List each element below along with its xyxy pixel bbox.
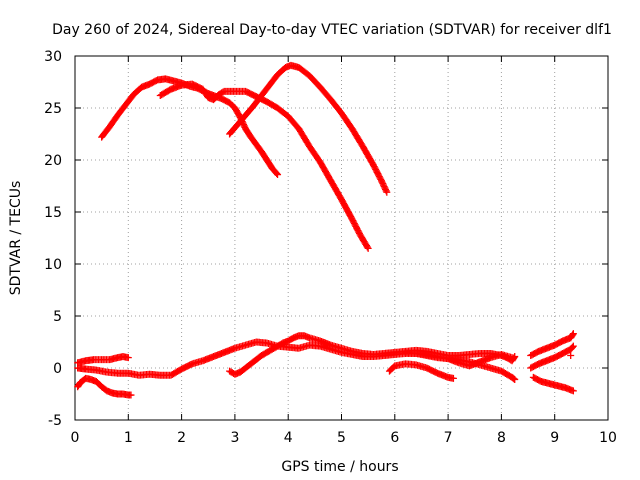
data-point	[510, 375, 518, 383]
series-low-e	[385, 360, 457, 382]
series-low-h	[527, 342, 577, 372]
x-tick-label: 5	[337, 430, 346, 446]
data-point	[569, 342, 577, 350]
x-tick-label: 6	[390, 430, 399, 446]
series-low-f	[401, 348, 516, 370]
series-arc-c	[226, 61, 391, 196]
x-tick-label: 0	[71, 430, 80, 446]
x-tick-label: 10	[599, 430, 617, 446]
data-point	[508, 354, 516, 362]
data-point	[568, 343, 576, 351]
data-point	[383, 188, 391, 196]
series-arc-b	[156, 80, 372, 252]
y-tick-label: 25	[44, 101, 62, 117]
y-tick-label: -5	[48, 413, 62, 429]
x-axis-label: GPS time / hours	[281, 459, 398, 475]
y-tick-label: 15	[44, 205, 62, 221]
x-tick-label: 9	[550, 430, 559, 446]
series-low-b	[74, 374, 135, 399]
y-tick-label: 10	[44, 257, 62, 273]
data-point	[273, 170, 281, 178]
x-tick-label: 1	[124, 430, 133, 446]
data-point	[569, 387, 577, 395]
series-low-d	[226, 332, 519, 378]
data-point	[364, 244, 372, 252]
series-stray	[567, 352, 575, 360]
chart-title: Day 260 of 2024, Sidereal Day-to-day VTE…	[52, 22, 612, 38]
x-axis-ticks: 0 1 2 3 4 5 6 7 8 9 10	[71, 56, 617, 446]
y-tick-label: 30	[44, 49, 62, 65]
x-tick-label: 2	[177, 430, 186, 446]
series-low-g	[527, 330, 577, 360]
series-low-i	[529, 373, 577, 395]
data-point	[274, 171, 282, 179]
data-point	[511, 375, 519, 383]
data-point	[124, 354, 132, 362]
data-point	[567, 352, 575, 360]
data-point	[569, 331, 577, 339]
y-tick-label: 0	[53, 361, 62, 377]
x-tick-label: 7	[444, 430, 453, 446]
x-tick-label: 4	[284, 430, 293, 446]
data-point	[363, 243, 371, 251]
data-point	[127, 391, 135, 399]
data-point	[382, 187, 390, 195]
series-low-a	[74, 353, 132, 367]
x-tick-label: 3	[230, 430, 239, 446]
x-tick-label: 8	[497, 430, 506, 446]
data-point	[449, 374, 457, 382]
y-axis-ticks: -5 0 5 10 15 20 25 30	[44, 49, 608, 429]
y-tick-label: 5	[53, 309, 62, 325]
data-point	[569, 330, 577, 338]
y-tick-label: 20	[44, 153, 62, 169]
data-series	[74, 61, 577, 399]
y-axis-label: SDTVAR / TECUs	[8, 181, 24, 296]
series-arc-a	[98, 75, 282, 179]
